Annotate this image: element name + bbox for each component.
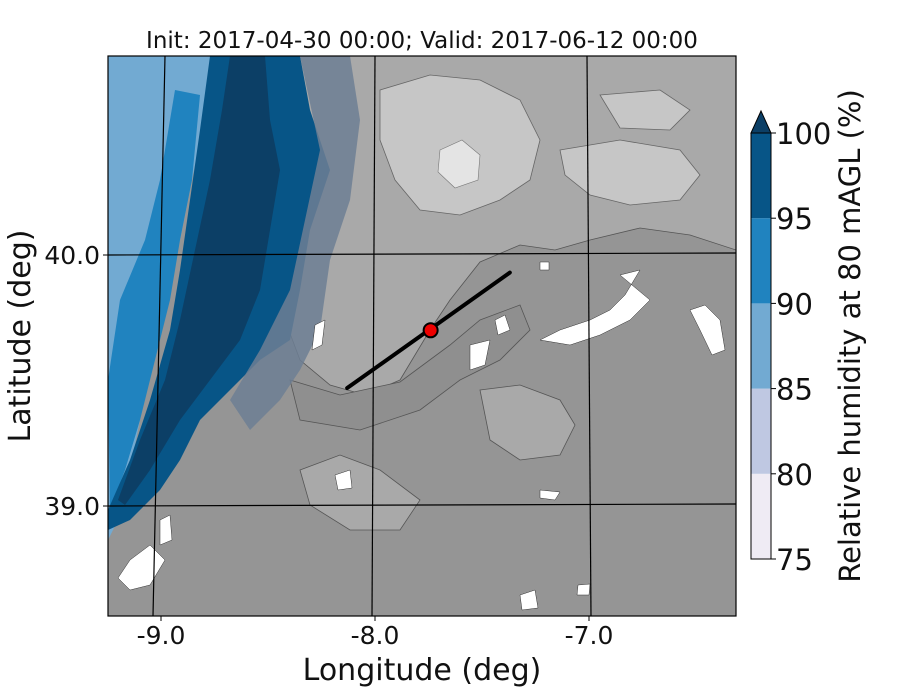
y-axis-label: Latitude (deg)	[3, 230, 38, 443]
colorbar-tick-label: 90	[776, 287, 813, 321]
colorbar-tick-label: 100	[776, 117, 831, 151]
y-tick-label: 39.0	[44, 492, 100, 521]
x-axis-label: Longitude (deg)	[303, 653, 542, 688]
map-frame	[107, 55, 737, 617]
terrain-high-region	[379, 74, 701, 216]
colorbar-frame	[750, 132, 772, 560]
colorbar-segment	[751, 388, 771, 474]
colorbar-tick-label: 75	[776, 543, 813, 577]
colorbar: 75 80 85 90 95 100	[750, 109, 831, 577]
river-features	[117, 261, 726, 611]
x-tick-label: -7.0	[565, 621, 614, 650]
humidity-field	[108, 56, 360, 540]
terrain-peak	[437, 139, 481, 189]
humidity-90-95	[108, 90, 200, 510]
y-tick-label: 40.0	[44, 241, 100, 270]
humidity-over-100	[118, 56, 280, 505]
map-panel	[108, 56, 736, 616]
colorbar-extend-arrow	[750, 109, 772, 134]
colorbar-segment	[751, 133, 771, 219]
colorbar-tick-label: 80	[776, 458, 813, 492]
x-tick-label: -8.0	[351, 621, 400, 650]
colorbar-segment	[751, 303, 771, 389]
colorbar-label: Relative humidity at 80 mAGL (%)	[833, 89, 867, 583]
colorbar-tick-label: 95	[776, 202, 813, 236]
colorbar-tick-label: 85	[776, 373, 813, 407]
terrain-low-ridge	[289, 304, 531, 431]
colorbar-segment	[751, 473, 771, 559]
x-tick-label: -9.0	[137, 621, 186, 650]
humidity-transition	[230, 56, 360, 430]
site-marker	[422, 322, 439, 339]
colorbar-segment	[751, 218, 771, 304]
x-ticks: -9.0 -8.0 -7.0	[137, 616, 614, 650]
graticule	[108, 56, 736, 616]
y-ticks: 40.0 39.0	[44, 241, 108, 521]
map-title: Init: 2017-04-30 00:00; Valid: 2017-06-1…	[146, 28, 698, 54]
